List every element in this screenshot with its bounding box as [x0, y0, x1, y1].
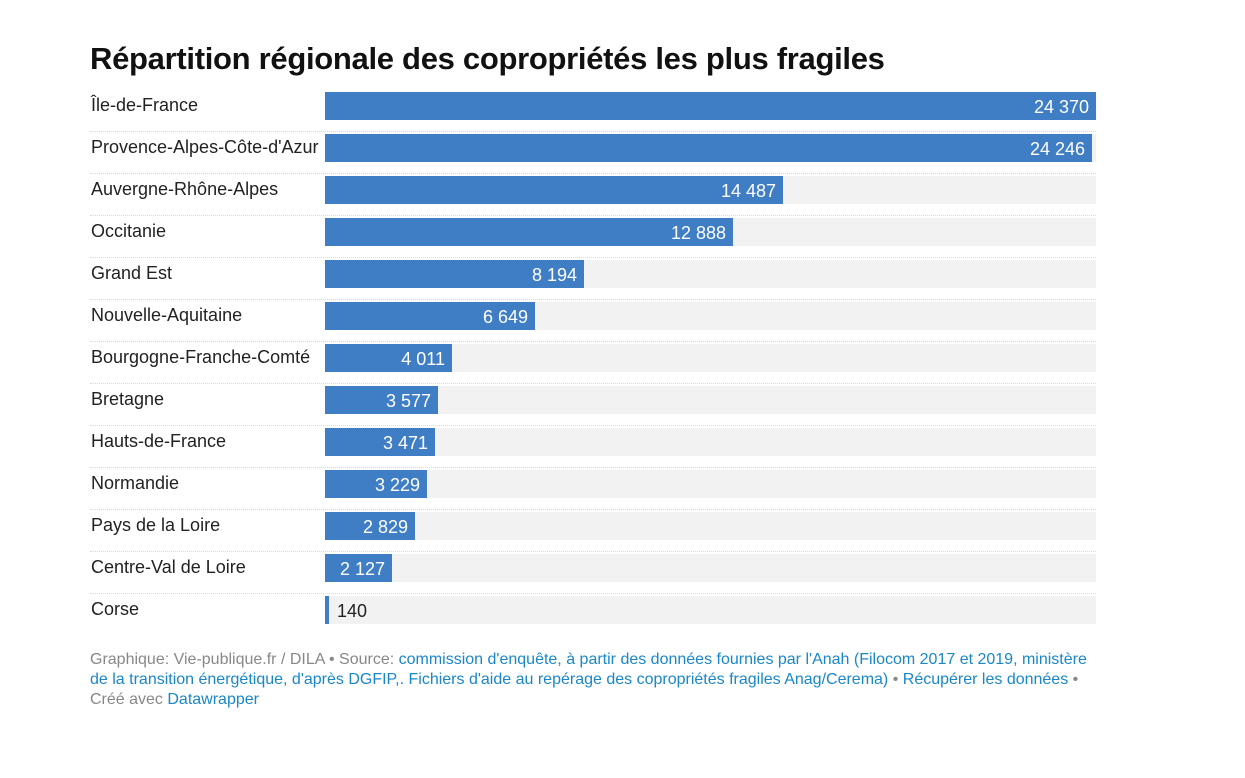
bar-track: 140 [325, 596, 1096, 624]
bar-track: 24 370 [325, 92, 1096, 120]
chart-row: Bourgogne-Franche-Comté 4 011 [90, 342, 1096, 384]
bar [325, 92, 1096, 120]
bar [325, 218, 733, 246]
bar [325, 260, 584, 288]
bar-track: 24 246 [325, 134, 1096, 162]
category-label: Bourgogne-Franche-Comté [91, 347, 311, 367]
value-label: 14 487 [720, 181, 776, 201]
datawrapper-link[interactable]: Datawrapper [167, 691, 259, 708]
category-label: Pays de la Loire [91, 515, 221, 535]
bar [325, 176, 783, 204]
category-label: Nouvelle-Aquitaine [91, 305, 243, 325]
bar-track: 6 649 [325, 302, 1096, 330]
category-label: Grand Est [91, 263, 173, 283]
value-label: 140 [337, 601, 368, 621]
chart-row: Auvergne-Rhône-Alpes 14 487 [90, 174, 1096, 216]
bar-track: 3 577 [325, 386, 1096, 414]
value-label: 24 370 [1033, 97, 1089, 117]
category-label: Normandie [91, 473, 180, 493]
bar-track: 4 011 [325, 344, 1096, 372]
category-label: Provence-Alpes-Côte-d'Azur [91, 137, 319, 157]
footer-graphique: Graphique: Vie-publique.fr / DILA [90, 651, 325, 668]
bar [325, 386, 438, 414]
bar [325, 470, 427, 498]
category-label: Centre-Val de Loire [91, 557, 246, 577]
chart-footer: Graphique: Vie-publique.fr / DILA • Sour… [90, 650, 1100, 710]
bar-track: 2 127 [325, 554, 1096, 582]
chart-row: Pays de la Loire 2 829 [90, 510, 1096, 552]
category-label: Corse [91, 599, 140, 619]
footer-source-label: Source: [339, 651, 399, 668]
bar [325, 134, 1092, 162]
chart-row: Grand Est 8 194 [90, 258, 1096, 300]
bar-track: 12 888 [325, 218, 1096, 246]
bar [325, 512, 415, 540]
value-label: 2 127 [339, 559, 385, 579]
chart-row: Normandie 3 229 [90, 468, 1096, 510]
bar [325, 596, 329, 624]
value-label: 3 577 [385, 391, 431, 411]
bar-track: 14 487 [325, 176, 1096, 204]
value-label: 2 829 [362, 517, 408, 537]
chart-row: Bretagne 3 577 [90, 384, 1096, 426]
category-label: Bretagne [91, 389, 165, 409]
value-label: 8 194 [531, 265, 577, 285]
chart-title: Répartition régionale des copropriétés l… [90, 41, 885, 76]
category-label: Île-de-France [91, 95, 199, 115]
category-label: Auvergne-Rhône-Alpes [91, 179, 279, 199]
bar-track: 2 829 [325, 512, 1096, 540]
chart-row: Île-de-France 24 370 [90, 90, 1096, 132]
bar [325, 344, 452, 372]
bar [325, 302, 535, 330]
chart-row: Nouvelle-Aquitaine 6 649 [90, 300, 1096, 342]
footer-created-label: Créé avec [90, 691, 168, 708]
value-label: 4 011 [401, 349, 445, 369]
chart-row: Corse 140 [90, 594, 1096, 636]
value-label: 3 229 [374, 475, 420, 495]
chart-row: Hauts-de-France 3 471 [90, 426, 1096, 468]
bar-track: 8 194 [325, 260, 1096, 288]
bar-track: 3 229 [325, 470, 1096, 498]
chart-row: Centre-Val de Loire 2 127 [90, 552, 1096, 594]
download-data-link[interactable]: Récupérer les données [902, 671, 1069, 688]
footer-separator: • [1068, 671, 1079, 688]
footer-source-link[interactable]: commission d'enquête, à partir des donné… [90, 651, 1087, 688]
footer-separator: • [324, 651, 340, 668]
bar-track: 3 471 [325, 428, 1096, 456]
footer-separator: • [888, 671, 903, 688]
bar [325, 428, 435, 456]
value-label: 6 649 [482, 307, 528, 327]
category-label: Hauts-de-France [91, 431, 227, 451]
chart-row: Occitanie 12 888 [90, 216, 1096, 258]
chart-row: Provence-Alpes-Côte-d'Azur 24 246 [90, 132, 1096, 174]
category-label: Occitanie [91, 221, 167, 241]
bar-chart: Île-de-France 24 370 Provence-Alpes-Côte-d… [90, 90, 1096, 636]
value-label: 12 888 [670, 223, 726, 243]
bar [325, 554, 392, 582]
value-label: 3 471 [382, 433, 428, 453]
chart-container: Répartition régionale des copropriétés l… [90, 38, 1096, 636]
value-label: 24 246 [1029, 139, 1085, 159]
